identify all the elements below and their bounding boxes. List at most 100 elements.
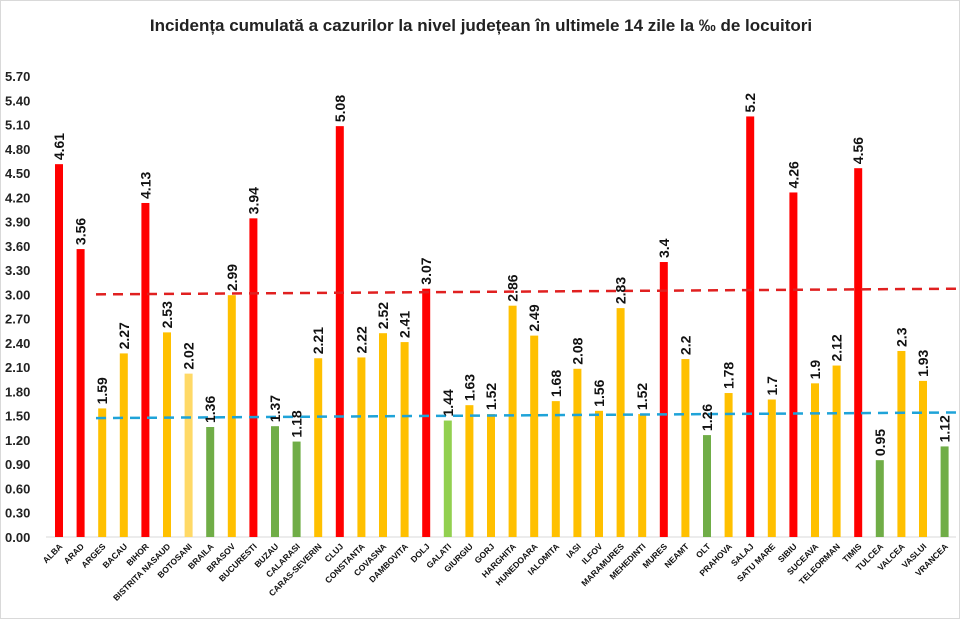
- y-tick-label: 5.10: [5, 118, 30, 133]
- bar-tulcea: [875, 460, 884, 537]
- data-labels: 4.61 3.56 1.59 2.27 4.13 2.53 2.02 1.36 2.99 3.94…: [51, 93, 953, 456]
- bar-sibiu: [789, 192, 798, 537]
- reference-lines: [95, 287, 959, 420]
- bar-olt: [703, 435, 711, 537]
- data-label: 3.07: [418, 257, 434, 284]
- bar-galati: [443, 420, 452, 537]
- y-tick-label: 0.90: [5, 457, 30, 472]
- bar-mures: [659, 262, 668, 537]
- y-tick-label: 2.70: [5, 312, 30, 327]
- data-label: 4.13: [137, 172, 153, 199]
- data-label: 2.83: [613, 277, 629, 304]
- bar-hunedoara: [530, 335, 539, 537]
- bar-vaslui: [919, 380, 927, 537]
- x-tick-label: IASI: [564, 541, 583, 560]
- data-label: 1.9: [807, 360, 823, 380]
- data-label: 2.12: [829, 334, 845, 361]
- bar-covasna: [379, 333, 387, 537]
- bar-maramures: [616, 308, 625, 537]
- data-label: 2.22: [353, 326, 369, 353]
- bar-giurgiu: [465, 405, 474, 537]
- y-tick-label: 3.60: [5, 239, 30, 254]
- data-label: 2.2: [677, 335, 693, 355]
- bar-arges: [98, 408, 107, 537]
- data-label: 2.3: [893, 327, 909, 347]
- bar-bacau: [119, 353, 128, 537]
- bar-braila: [206, 427, 215, 537]
- data-label: 2.52: [375, 302, 391, 329]
- bar-dambovita: [400, 342, 409, 537]
- data-label: 1.37: [267, 395, 283, 422]
- data-label: 1.52: [483, 383, 499, 410]
- y-tick-label: 0.00: [5, 530, 30, 545]
- y-axis: 0.00 0.30 0.60 0.90 1.20 1.50 1.80 2.10 2.40 2.70…: [5, 69, 956, 545]
- data-label: 4.26: [785, 161, 801, 188]
- data-label: 5.08: [332, 95, 348, 122]
- y-tick-label: 4.80: [5, 142, 30, 157]
- data-label: 1.36: [202, 396, 218, 423]
- bar-ilfov: [595, 410, 603, 537]
- data-label: 1.63: [461, 374, 477, 401]
- data-label: 1.68: [548, 370, 564, 397]
- bar-dolj: [422, 288, 431, 537]
- y-tick-label: 1.50: [5, 409, 30, 424]
- reference-line-1: [95, 411, 959, 420]
- data-label: 1.18: [289, 410, 305, 437]
- bar-alba: [55, 164, 63, 538]
- data-label: 2.99: [224, 264, 240, 291]
- data-label: 1.56: [591, 379, 607, 406]
- x-tick-label: NEAMT: [662, 541, 691, 570]
- bar-satu-mare: [767, 399, 776, 537]
- data-label: 3.56: [73, 218, 89, 245]
- data-label: 2.08: [569, 337, 585, 364]
- data-label: 2.86: [505, 274, 521, 301]
- bar-iasi: [573, 368, 582, 537]
- bars: [55, 116, 949, 538]
- data-label: 2.21: [310, 327, 326, 354]
- data-label: 4.61: [51, 133, 67, 160]
- data-label: 2.53: [159, 301, 175, 328]
- y-tick-label: 3.00: [5, 287, 30, 302]
- y-tick-label: 3.30: [5, 263, 30, 278]
- bar-bucuresti: [249, 218, 258, 537]
- y-tick-label: 0.30: [5, 506, 30, 521]
- data-label: 2.41: [397, 311, 413, 338]
- bar-timis: [854, 168, 863, 537]
- data-label: 5.2: [742, 93, 758, 113]
- data-label: 1.26: [699, 404, 715, 431]
- y-tick-label: 1.20: [5, 433, 30, 448]
- y-tick-label: 4.50: [5, 166, 30, 181]
- y-tick-label: 0.60: [5, 481, 30, 496]
- data-label: 1.59: [94, 377, 110, 404]
- bar-botosani: [184, 373, 193, 537]
- bar-mehedinti: [638, 414, 647, 537]
- bar-harghita: [508, 305, 517, 537]
- bar-caras-severin: [314, 358, 323, 537]
- bar-ialomita: [551, 401, 560, 537]
- bar-salaj: [746, 116, 755, 537]
- bar-teleorman: [832, 365, 841, 537]
- y-tick-label: 4.20: [5, 190, 30, 205]
- bar-arad: [76, 249, 85, 537]
- data-label: 3.94: [245, 187, 261, 214]
- bar-neamt: [681, 359, 690, 537]
- data-label: 2.27: [116, 322, 132, 349]
- bar-bihor: [141, 202, 150, 538]
- data-label: 3.4: [656, 238, 672, 258]
- data-label: 4.56: [850, 137, 866, 164]
- y-tick-label: 3.90: [5, 215, 30, 230]
- bar-vrancea: [940, 446, 949, 537]
- x-tick-label: ALBA: [41, 541, 65, 565]
- data-label: 2.02: [181, 342, 197, 369]
- bar-calarasi: [292, 441, 301, 537]
- data-label: 2.49: [526, 304, 542, 331]
- reference-line-0: [95, 287, 959, 296]
- y-tick-label: 5.70: [5, 69, 30, 84]
- bar-cluj: [335, 126, 344, 537]
- data-label: 1.7: [764, 376, 780, 396]
- data-label: 1.52: [634, 383, 650, 410]
- bar-prahova: [724, 393, 733, 537]
